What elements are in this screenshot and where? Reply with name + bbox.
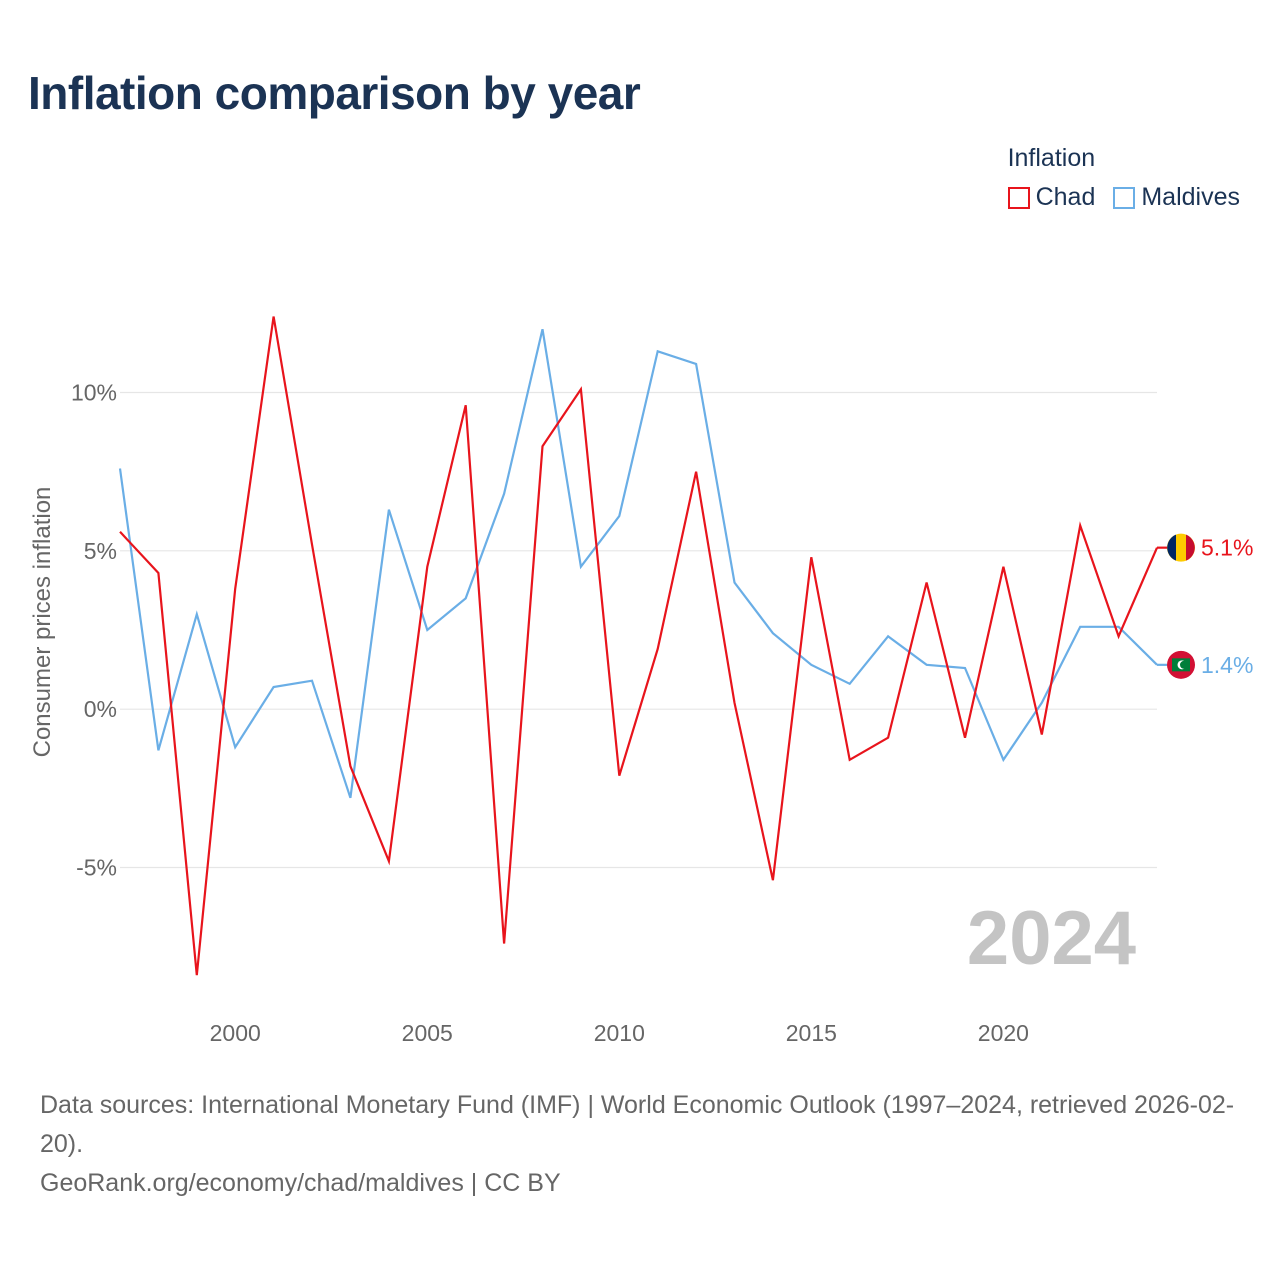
legend-swatch-chad [1007,186,1030,209]
legend-item-maldives[interactable]: Maldives [1113,183,1240,212]
legend-item-chad[interactable]: Chad [1007,183,1096,212]
legend-swatch-maldives [1113,186,1136,209]
footer: Data sources: International Monetary Fun… [40,1086,1250,1203]
y-tick-label: 0% [84,696,117,722]
end-value-label-maldives: 1.4% [1201,652,1253,678]
series-line-chad [119,316,1159,976]
flag-chad-blue-stripe [1167,534,1176,561]
data-sources-text: Data sources: International Monetary Fun… [40,1091,1235,1158]
y-axis-title: Consumer prices inflation [29,487,56,758]
x-tick-label: 2015 [786,1020,837,1046]
legend: Inflation Chad Maldives [1007,144,1240,212]
legend-label-chad: Chad [1035,183,1096,211]
flag-maldives-crescent-inner [1180,660,1188,669]
flag-chad-red-stripe [1186,534,1195,561]
chart-title: Inflation comparison by year [28,67,641,119]
legend-title: Inflation [1007,144,1096,172]
series-line-maldives [118,328,1158,799]
x-tick-label: 2010 [594,1020,645,1046]
x-tick-label: 2005 [402,1020,453,1046]
y-tick-label: -5% [76,855,117,881]
year-watermark: 2024 [967,896,1136,981]
x-tick-label: 2020 [978,1020,1029,1046]
x-tick-label: 2000 [210,1020,261,1046]
y-tick-label: 5% [84,538,117,564]
end-value-label-chad: 5.1% [1201,535,1253,561]
legend-label-maldives: Maldives [1141,183,1240,211]
credit-link[interactable]: GeoRank.org/economy/chad/maldives | CC B… [40,1169,561,1197]
y-tick-label: 10% [71,380,117,406]
